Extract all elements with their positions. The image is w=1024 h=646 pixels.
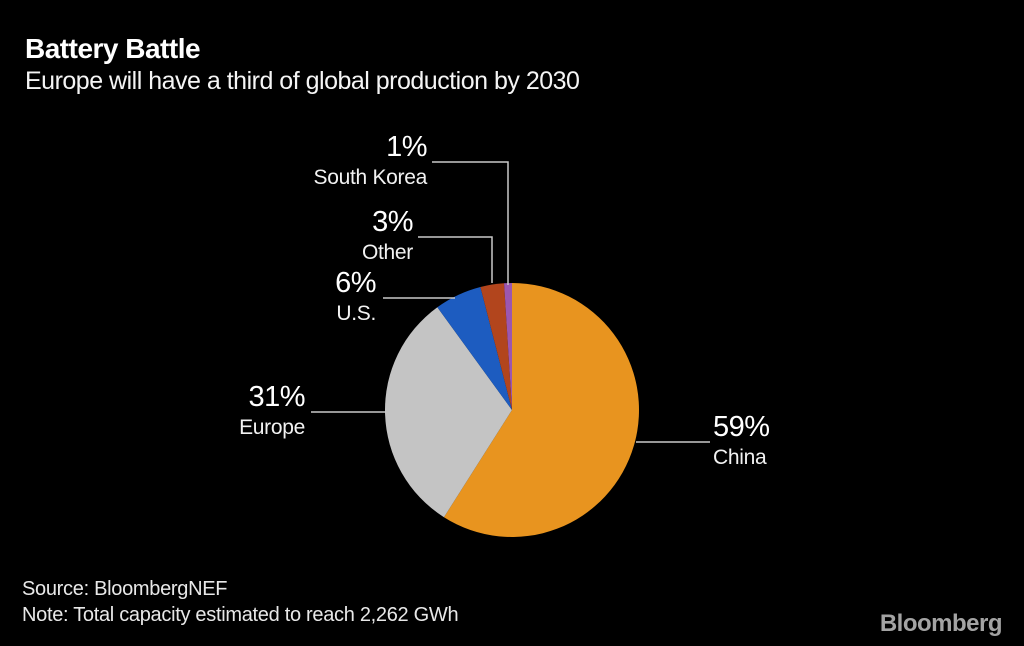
- callout-us-pct: 6%: [335, 267, 376, 299]
- leader-line-south-korea: [432, 161, 509, 285]
- bloomberg-logo: Bloomberg: [879, 610, 1003, 637]
- callout-other: 3% Other: [361, 206, 414, 265]
- source-text: Source: BloombergNEF: [22, 578, 228, 600]
- callout-south-korea-pct: 1%: [386, 131, 427, 163]
- callout-europe-label: Europe: [239, 416, 305, 439]
- pie-slice-europe: [384, 307, 512, 518]
- callout-china-label: China: [713, 446, 767, 469]
- pie-slice-other: [480, 283, 512, 410]
- callout-south-korea: 1% South Korea: [313, 131, 428, 190]
- note-text: Note: Total capacity estimated to reach …: [22, 604, 459, 626]
- callout-other-pct: 3%: [372, 206, 413, 238]
- callout-europe-pct: 31%: [248, 381, 305, 413]
- pie-slice-south-korea: [504, 283, 512, 410]
- leader-line-other: [418, 236, 493, 283]
- pie-slice-u-s: [437, 286, 512, 410]
- callout-other-label: Other: [361, 241, 413, 264]
- callout-china-pct: 59%: [713, 411, 770, 443]
- callout-china: 59% China: [713, 413, 770, 470]
- callout-us: 6% U.S.: [335, 269, 376, 326]
- callout-south-korea-label: South Korea: [313, 166, 428, 189]
- chart-title: Battery Battle: [25, 33, 201, 64]
- callout-us-label: U.S.: [336, 302, 376, 325]
- callout-europe: 31% Europe: [239, 383, 305, 440]
- chart-subtitle: Europe will have a third of global produ…: [25, 67, 580, 95]
- pie-slice-china: [443, 283, 639, 537]
